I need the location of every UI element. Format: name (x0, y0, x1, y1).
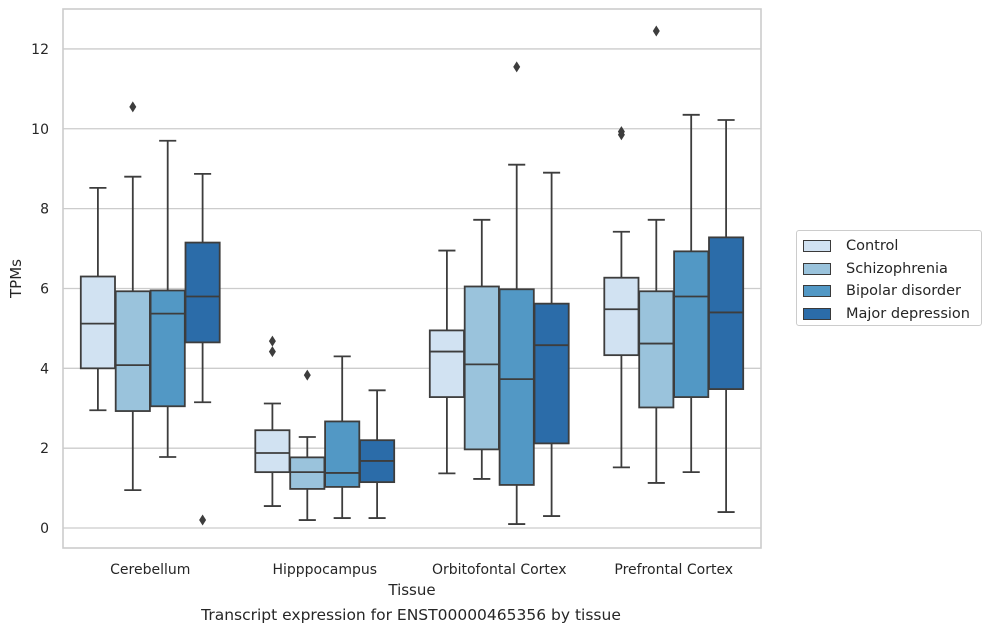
box (79, 186, 116, 412)
chart-legend: Control Schizophrenia Bipolar disorder Majo… (796, 230, 982, 326)
legend-swatch (803, 307, 831, 320)
box-body (603, 276, 640, 357)
outlier-point (268, 346, 276, 358)
chart-caption: Transcript expression for ENST0000046535… (201, 606, 621, 624)
y-tick-labels: 0 2 4 6 8 10 12 (31, 42, 49, 537)
series-major-depression (184, 119, 745, 526)
x-axis-label: Tissue (387, 581, 435, 599)
box-series (79, 25, 745, 526)
box (533, 171, 570, 517)
y-tick-label: 12 (31, 42, 49, 58)
box (114, 101, 151, 492)
outlier-point (617, 126, 625, 138)
x-tick-label: Cerebellum (110, 562, 190, 578)
box-body (114, 290, 151, 412)
y-tick-label: 8 (40, 202, 49, 218)
x-tick-label: Orbitofontal Cortex (432, 562, 567, 578)
box-body (428, 329, 465, 398)
y-axis-label: TPMs (7, 259, 25, 299)
legend-label: Schizophrenia (846, 260, 948, 277)
box (463, 218, 500, 480)
legend-item: Bipolar disorder (803, 280, 981, 303)
legend-item: Major depression (803, 303, 981, 326)
box-body (463, 285, 500, 451)
box-body (184, 241, 221, 344)
series-schizophrenia (114, 25, 675, 521)
box (149, 139, 186, 458)
legend-label: Bipolar disorder (846, 283, 961, 300)
x-tick-label: Hipppocampus (272, 562, 377, 578)
outlier-point (652, 25, 660, 37)
legend-item: Schizophrenia (803, 258, 981, 281)
outlier-point (268, 335, 276, 347)
box-body (533, 302, 570, 445)
x-tick-labels: Cerebellum Hipppocampus Orbitofontal Corte… (110, 562, 733, 578)
y-tick-label: 10 (31, 122, 49, 138)
box-body (638, 290, 675, 409)
outlier-point (199, 514, 207, 526)
box (673, 113, 710, 474)
box-body (673, 250, 710, 398)
box-body (289, 456, 326, 490)
box (254, 335, 291, 507)
y-tick-label: 0 (40, 521, 49, 537)
legend-swatch (803, 240, 831, 253)
box (428, 249, 465, 475)
y-tick-label: 4 (40, 361, 49, 377)
series-bipolar-disorder (149, 61, 710, 525)
box (184, 172, 221, 526)
box (708, 119, 745, 513)
box-body (498, 288, 535, 486)
outlier-point (513, 61, 521, 73)
legend-item: Control (803, 235, 981, 258)
plot-area-frame (62, 8, 762, 549)
box (359, 389, 396, 519)
box-body (254, 429, 291, 474)
box (638, 25, 675, 484)
outlier-point (129, 101, 137, 113)
series-control (79, 126, 640, 507)
box (498, 61, 535, 525)
box (603, 126, 640, 469)
box (289, 369, 326, 521)
y-tick-label: 6 (40, 281, 49, 297)
legend-label: Major depression (846, 305, 970, 322)
x-tick-label: Prefrontal Cortex (614, 562, 733, 578)
box-body (324, 420, 361, 488)
box-body (149, 289, 186, 408)
legend-swatch (803, 262, 831, 275)
outlier-point (303, 369, 311, 381)
legend-swatch (803, 285, 831, 298)
box (324, 355, 361, 519)
legend-label: Control (846, 238, 899, 255)
y-tick-label: 2 (40, 441, 49, 457)
box-body (79, 275, 116, 370)
